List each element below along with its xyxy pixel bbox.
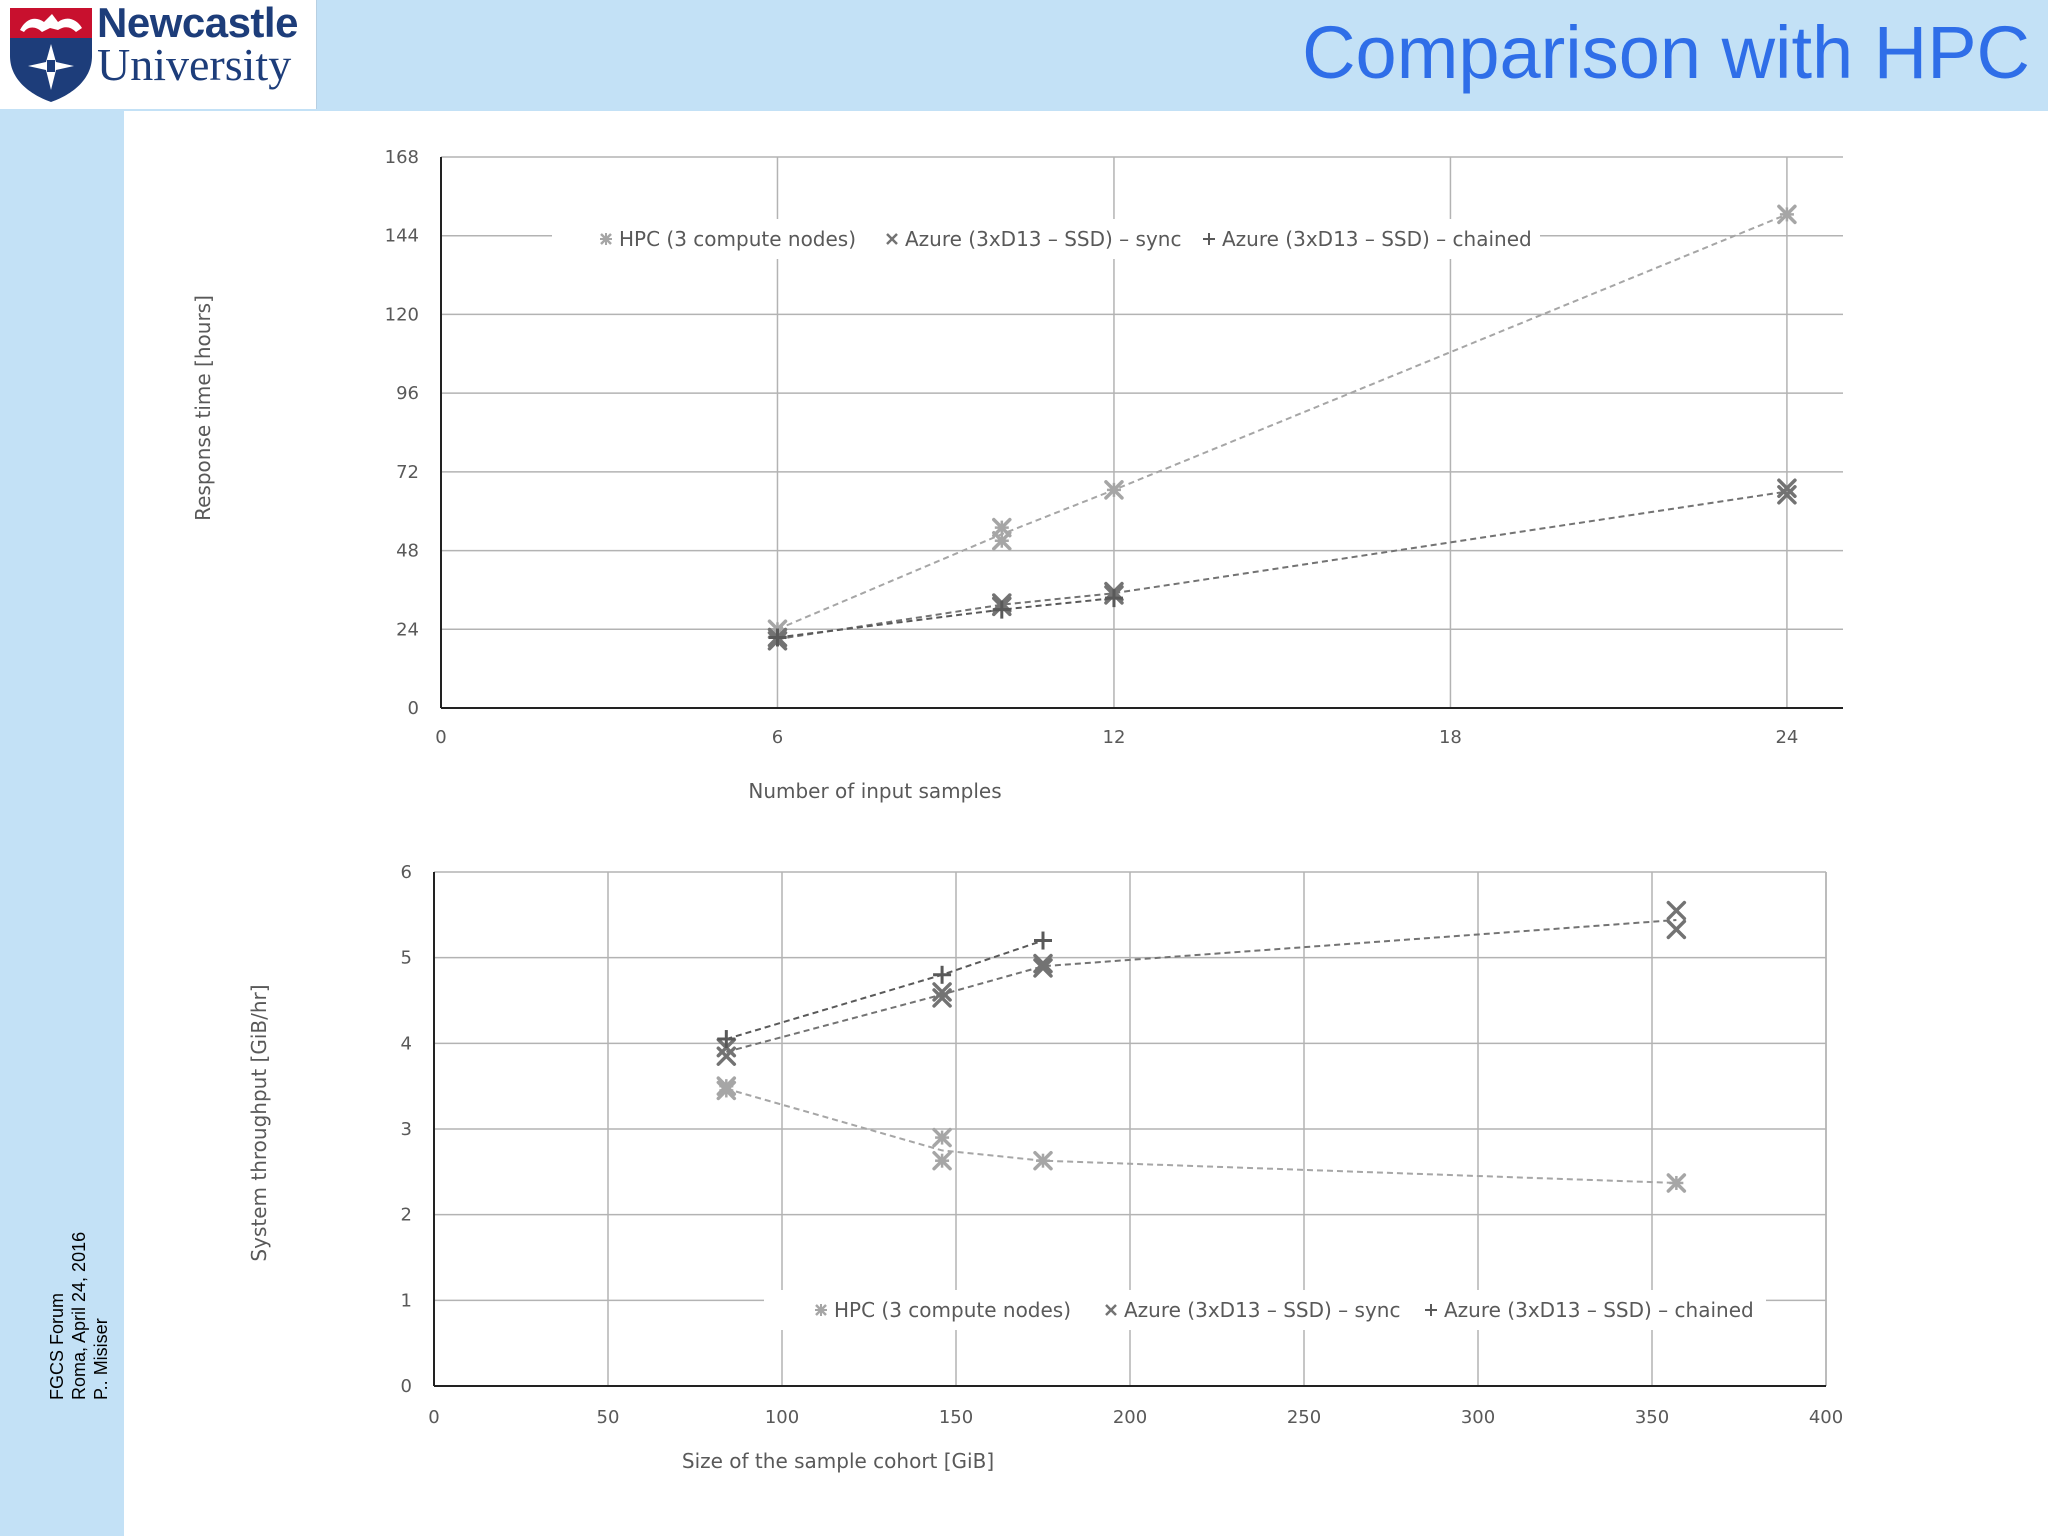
throughput-chart: 0 1 2 3 4 5 6 0 50 100 150 200 250 300 350 400 Size of t… [247, 862, 1843, 1473]
series-line [777, 597, 1115, 639]
x-tick-label: 250 [1287, 1407, 1321, 1428]
data-point [1666, 919, 1687, 940]
data-point [717, 1030, 736, 1049]
y-tick-label: 144 [385, 226, 419, 247]
left-sidebar-band [0, 0, 124, 1536]
y-tick-label: 24 [396, 619, 419, 640]
y-tick-label: 0 [401, 1376, 412, 1397]
legend-entry: Azure (3xD13 – SSD) – chained [1444, 1298, 1754, 1322]
legend: HPC (3 compute nodes) Azure (3xD13 – SSD)… [764, 1290, 1766, 1330]
data-point [1104, 480, 1124, 500]
data-point [768, 628, 787, 647]
legend-marker [815, 1304, 827, 1316]
y-tick-label: 1 [401, 1290, 412, 1311]
data-point [1034, 931, 1052, 950]
response-time-chart: 0 24 48 72 96 120 144 168 0 6 12 18 24 Number of inpu… [191, 147, 1843, 803]
legend-entry: HPC (3 compute nodes) [619, 227, 856, 251]
y-tick-label: 3 [401, 1119, 412, 1140]
legend-marker [600, 233, 612, 245]
shield-icon [10, 8, 92, 102]
series-0 [716, 1076, 1687, 1193]
series-line [726, 918, 1677, 1053]
page-title: Comparison with HPC [1302, 11, 2030, 94]
y-tick-label: 120 [385, 304, 419, 325]
series-1 [716, 900, 1687, 1066]
y-tick-label: 48 [396, 541, 419, 562]
x-tick-label: 18 [1439, 727, 1462, 748]
legend-marker [886, 233, 898, 245]
x-tick-label: 24 [1775, 727, 1798, 748]
x-tick-label: 200 [1113, 1407, 1147, 1428]
y-axis-title: Response time [hours] [191, 295, 215, 521]
data-point [1777, 204, 1797, 225]
data-point [1666, 1173, 1687, 1193]
x-tick-label: 300 [1461, 1407, 1495, 1428]
y-tick-label: 168 [385, 147, 419, 168]
data-point [932, 988, 952, 1008]
x-axis-title: Number of input samples [748, 779, 1001, 803]
x-tick-label: 0 [435, 727, 446, 748]
data-point [933, 965, 952, 984]
data-point [1033, 953, 1053, 974]
x-tick-label: 150 [939, 1407, 973, 1428]
data-point [1033, 958, 1053, 978]
data-point [1777, 485, 1797, 505]
data-point [716, 1080, 737, 1101]
logo-wordmark-line1: Newcastle [97, 0, 298, 46]
x-tick-label: 12 [1103, 727, 1126, 748]
x-tick-label: 50 [597, 1407, 620, 1428]
series-0 [767, 204, 1797, 640]
series-line [777, 213, 1788, 631]
x-axis-title: Size of the sample cohort [GiB] [682, 1449, 994, 1473]
legend-box [552, 219, 1540, 259]
y-axis-title: System throughput [GiB/hr] [247, 984, 271, 1261]
series-1 [767, 478, 1797, 651]
x-tick-label: 100 [765, 1407, 799, 1428]
series-line [777, 490, 1788, 641]
data-point [932, 1127, 952, 1148]
series-line [726, 939, 1044, 1041]
logo-wordmark-line2: University [97, 39, 292, 90]
data-point [1104, 589, 1123, 608]
legend-marker [1105, 1304, 1117, 1316]
series-2 [768, 589, 1123, 647]
legend: HPC (3 compute nodes) Azure (3xD13 – SSD)… [552, 219, 1540, 259]
data-point [1777, 478, 1797, 499]
y-tick-label: 6 [401, 862, 412, 883]
legend-box [764, 1290, 1766, 1330]
y-tick-label: 96 [396, 383, 419, 404]
data-point [716, 1046, 737, 1066]
legend-entry: Azure (3xD13 – SSD) – chained [1222, 227, 1532, 251]
data-point [992, 530, 1012, 551]
data-point [992, 600, 1011, 619]
legend-entry: Azure (3xD13 – SSD) – sync [905, 227, 1181, 251]
x-tick-label: 0 [428, 1407, 439, 1428]
y-tick-label: 2 [401, 1205, 412, 1226]
y-tick-label: 4 [401, 1033, 412, 1054]
data-point [1666, 900, 1687, 921]
data-point [1033, 1150, 1053, 1171]
y-tick-label: 0 [408, 698, 419, 719]
university-logo: Newcastle University [0, 0, 317, 109]
data-point [932, 1150, 952, 1171]
legend-entry: HPC (3 compute nodes) [834, 1298, 1071, 1322]
header-bar [0, 0, 2048, 111]
legend-entry: Azure (3xD13 – SSD) – sync [1124, 1298, 1400, 1322]
y-tick-label: 5 [401, 948, 412, 969]
legend-marker [1425, 1304, 1437, 1316]
x-tick-label: 350 [1635, 1407, 1669, 1428]
series-2 [717, 931, 1052, 1049]
x-tick-label: 6 [772, 727, 783, 748]
data-point [932, 982, 952, 1002]
x-tick-label: 400 [1809, 1407, 1843, 1428]
series-line [726, 1087, 1677, 1184]
y-tick-label: 72 [396, 462, 419, 483]
legend-marker [1203, 233, 1215, 245]
